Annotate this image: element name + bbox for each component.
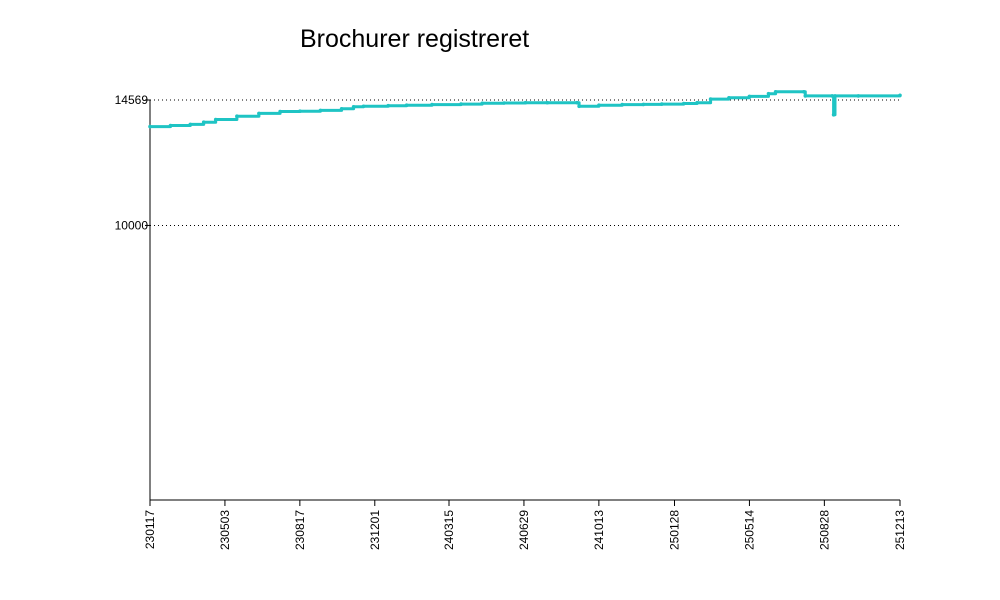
data-point xyxy=(681,101,686,106)
data-point xyxy=(459,102,463,106)
labels-layer: 10000 14569 230117 230503 230817 231201 240315… xyxy=(115,93,907,550)
data-point xyxy=(351,105,356,109)
data-point xyxy=(257,111,261,116)
x-tick-label: 240629 xyxy=(517,510,531,550)
data-point xyxy=(213,117,218,122)
x-tick-label: 230817 xyxy=(293,510,307,550)
data-point xyxy=(575,100,579,105)
x-tick-label: 230117 xyxy=(143,510,157,549)
data-point xyxy=(318,108,323,113)
data-point xyxy=(727,96,731,100)
data-point xyxy=(695,100,699,105)
axes-layer xyxy=(145,99,901,506)
data-point xyxy=(201,120,206,124)
data-point xyxy=(168,123,173,128)
data-point xyxy=(898,93,902,98)
chart-title: Brochurer registreret xyxy=(300,25,530,53)
data-point xyxy=(523,100,528,105)
data-point xyxy=(298,109,302,113)
data-point xyxy=(545,100,550,105)
data-point xyxy=(361,104,366,109)
data-point xyxy=(502,101,506,105)
data-point xyxy=(235,114,239,118)
data-point xyxy=(577,104,581,109)
data-point xyxy=(278,109,282,114)
data-point xyxy=(802,90,806,94)
data-point xyxy=(188,122,193,127)
data-point xyxy=(831,113,836,117)
x-tick-label: 230503 xyxy=(218,510,232,550)
y-tick-label: 14569 xyxy=(115,93,149,107)
data-point xyxy=(747,94,752,99)
data-point xyxy=(386,103,391,108)
data-point xyxy=(708,97,713,101)
data-point xyxy=(830,94,834,98)
data-point xyxy=(430,102,434,107)
data-point xyxy=(404,103,409,107)
data-point xyxy=(641,102,646,107)
data-point xyxy=(833,94,837,98)
series-layer xyxy=(148,90,902,129)
x-tick-label: 250828 xyxy=(817,510,831,550)
x-tick-label: 250514 xyxy=(742,510,756,550)
data-point xyxy=(339,107,344,111)
y-tick-label: 10000 xyxy=(115,218,149,232)
data-point xyxy=(803,94,808,98)
grid-layer xyxy=(150,99,900,226)
data-point xyxy=(597,103,601,107)
x-tick-label: 251213 xyxy=(893,510,907,550)
x-tick-label: 240315 xyxy=(442,510,456,550)
data-point xyxy=(766,91,771,96)
data-point xyxy=(773,90,778,94)
x-tick-label: 250128 xyxy=(668,510,682,550)
data-point xyxy=(620,102,624,107)
x-tick-label: 241013 xyxy=(592,510,606,550)
data-point xyxy=(480,101,485,106)
series-line xyxy=(150,90,902,129)
data-point xyxy=(148,124,152,129)
x-tick-label: 231201 xyxy=(368,510,382,550)
data-point xyxy=(856,94,861,98)
data-point xyxy=(660,102,664,106)
